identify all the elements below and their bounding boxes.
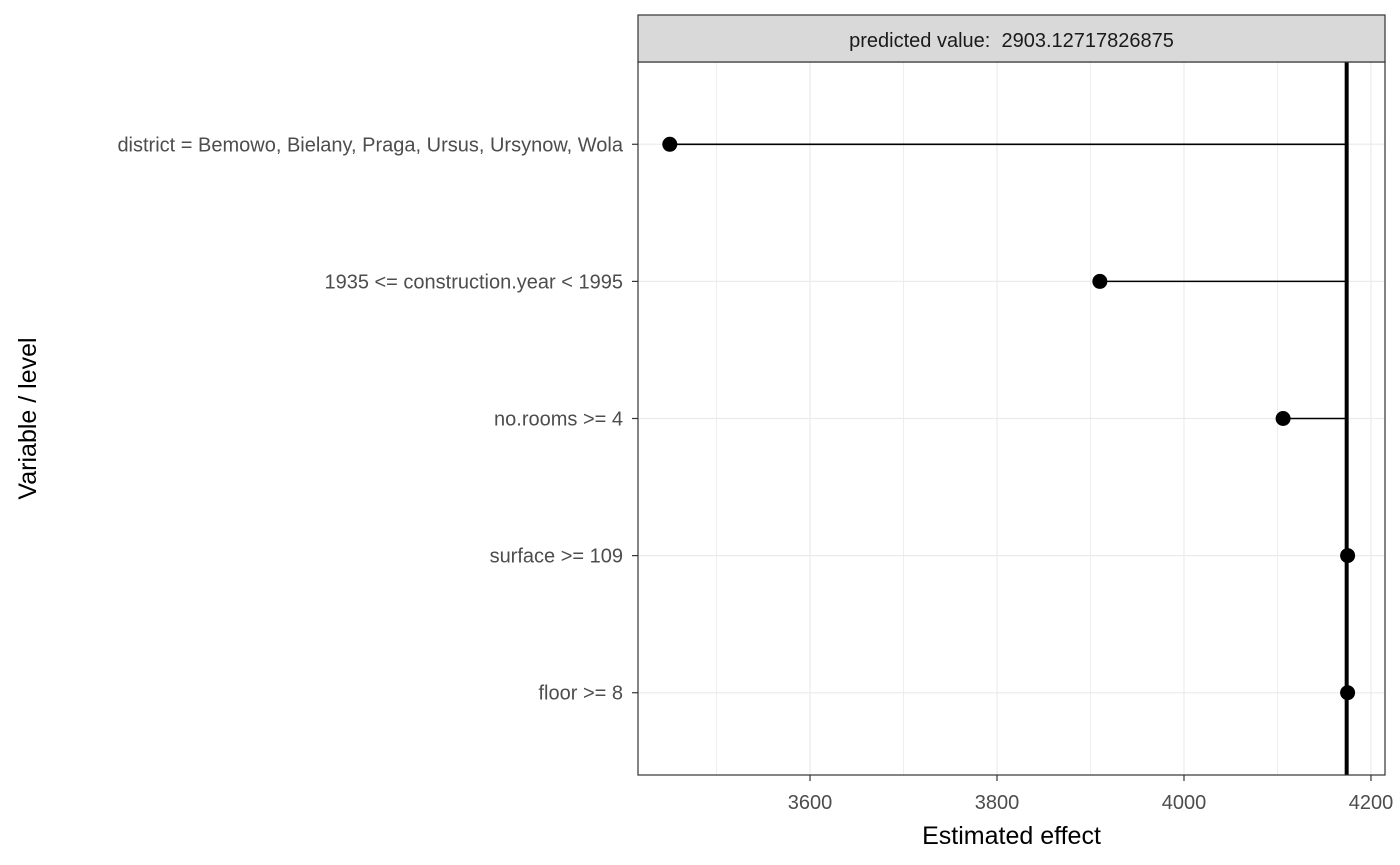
x-axis-title: Estimated effect (922, 822, 1101, 850)
x-tick-label: 3600 (788, 792, 833, 814)
effect-point (1092, 273, 1108, 289)
effect-point (1275, 411, 1291, 426)
y-tick-label: district = Bemowo, Bielany, Praga, Ursus… (117, 134, 623, 156)
facet-strip (637, 14, 1386, 63)
grid-lines (638, 62, 1385, 775)
y-axis-title: Variable / level (14, 337, 42, 499)
x-axis-ticks: 3600 3800 4000 4200 (788, 775, 1393, 814)
y-tick-label: surface >= 109 (490, 546, 623, 568)
y-tick-label: 1935 <= construction.year < 1995 (324, 271, 623, 293)
x-tick-label: 3800 (975, 792, 1020, 814)
effect-point (1340, 685, 1356, 701)
x-tick-label: 4200 (1349, 792, 1394, 814)
x-tick-label: 4000 (1162, 792, 1207, 814)
plot-marks (662, 62, 1356, 775)
y-tick-label: no.rooms >= 4 (494, 409, 623, 431)
y-axis-ticks: district = Bemowo, Bielany, Praga, Ursus… (117, 134, 638, 705)
facet-strip-label: predicted value: 2903.12717826875 (849, 30, 1174, 52)
y-tick-label: floor >= 8 (538, 683, 623, 705)
effect-point (1340, 548, 1356, 564)
effect-point (662, 136, 678, 152)
